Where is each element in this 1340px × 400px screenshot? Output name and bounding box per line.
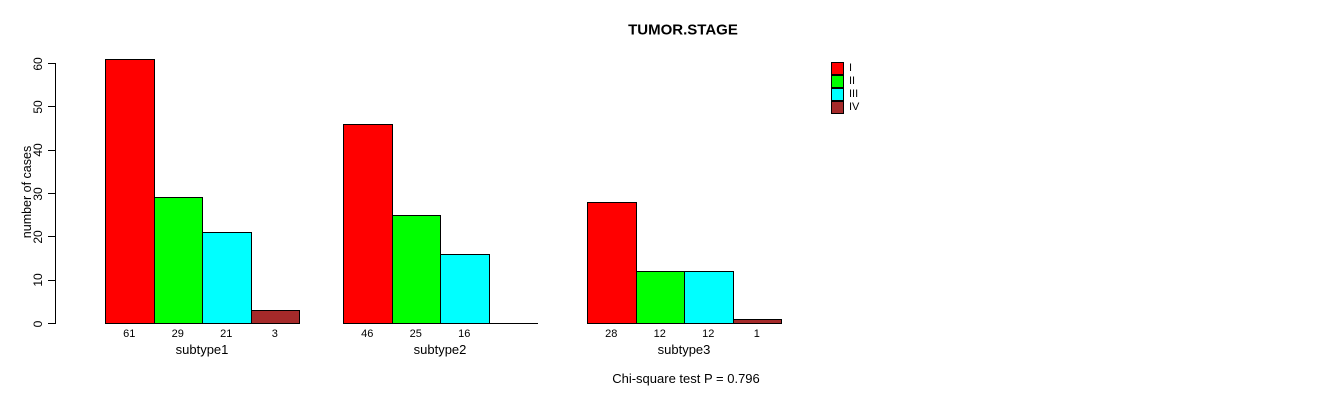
- group-label: subtype3: [657, 342, 711, 357]
- legend-label: I: [849, 62, 853, 74]
- y-tick-label: 40: [31, 143, 45, 157]
- bar-value-label: 25: [409, 328, 422, 340]
- legend-row: I: [831, 62, 859, 75]
- bar: [202, 232, 252, 324]
- bar: [105, 58, 155, 324]
- bar: [587, 201, 637, 324]
- legend-row: III: [831, 88, 859, 101]
- bar-value-label: 46: [361, 328, 374, 340]
- legend: I II III IV: [831, 62, 859, 114]
- y-tick: [48, 236, 55, 238]
- bar-value-label: 1: [753, 328, 760, 340]
- y-tick-label: 30: [31, 186, 45, 201]
- bar-value-label: 3: [271, 328, 278, 340]
- y-tick: [48, 279, 55, 281]
- bar-value-label: 16: [458, 328, 471, 340]
- bar-value-label: 29: [171, 328, 184, 340]
- legend-label: IV: [849, 101, 860, 113]
- bar-value-label: 61: [123, 328, 136, 340]
- bar-zero-line: [488, 323, 538, 324]
- group-label: subtype1: [175, 342, 229, 357]
- chart-title: TUMOR.STAGE: [628, 21, 738, 39]
- bar: [635, 271, 685, 324]
- y-tick-label: 50: [31, 100, 45, 114]
- bar-value-label: 28: [605, 328, 618, 340]
- y-tick: [48, 193, 55, 194]
- y-tick: [48, 149, 55, 151]
- legend-label: III: [849, 88, 859, 100]
- y-tick: [48, 63, 55, 64]
- bar: [343, 123, 393, 324]
- legend-row: II: [831, 75, 859, 88]
- bar-value-label: 12: [702, 328, 715, 340]
- bar-value-label: 21: [220, 328, 233, 340]
- bar-value-label: 12: [653, 328, 666, 340]
- y-tick-label: 10: [31, 273, 45, 287]
- bar: [153, 197, 203, 324]
- legend-swatch: [831, 62, 844, 75]
- legend-row: IV: [831, 101, 859, 114]
- bar: [440, 253, 490, 324]
- y-tick: [48, 106, 55, 108]
- y-tick: [48, 323, 55, 324]
- y-tick-label: 0: [31, 320, 45, 327]
- y-axis-line: [55, 63, 56, 324]
- group-label: subtype2: [413, 342, 467, 357]
- bar: [250, 310, 300, 324]
- chi-square-annotation: Chi-square test P = 0.796: [612, 371, 760, 386]
- legend-swatch: [831, 75, 844, 88]
- bar: [732, 318, 782, 324]
- legend-label: II: [849, 75, 856, 87]
- bar: [391, 214, 441, 324]
- legend-swatch: [831, 101, 844, 114]
- bar: [684, 271, 734, 324]
- y-tick-label: 20: [31, 230, 45, 244]
- legend-swatch: [831, 88, 844, 101]
- y-tick-label: 60: [31, 56, 45, 71]
